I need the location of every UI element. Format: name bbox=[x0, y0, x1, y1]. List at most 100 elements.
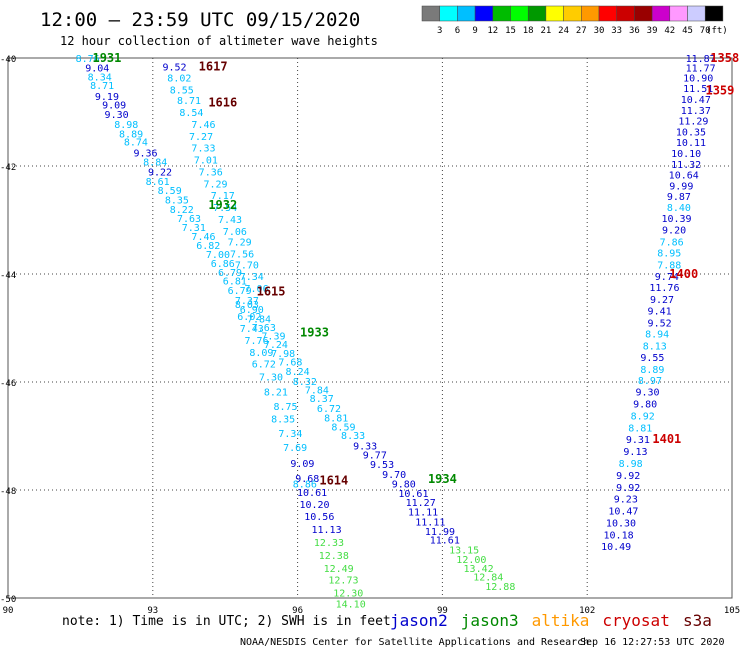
legend-jason2: jason2 bbox=[390, 611, 448, 630]
swh-value: 8.22 bbox=[170, 205, 194, 216]
swh-value: 8.98 bbox=[619, 459, 643, 470]
y-tick-label: -44 bbox=[0, 271, 16, 281]
colorbar-swatch bbox=[651, 5, 671, 22]
swh-value: 12.49 bbox=[324, 564, 354, 575]
colorbar-label: 21 bbox=[540, 26, 551, 36]
swh-value: 7.43 bbox=[240, 324, 264, 335]
swh-value: 10.61 bbox=[297, 488, 327, 499]
legend-jason3: jason3 bbox=[461, 611, 519, 630]
colorbar-unit: (ft) bbox=[706, 26, 728, 36]
swh-value: 9.30 bbox=[105, 110, 129, 121]
swh-value: 9.23 bbox=[614, 495, 638, 506]
swh-value: 8.76 bbox=[76, 54, 100, 65]
pass-time-label: 1400 bbox=[669, 267, 698, 281]
swh-value: 7.06 bbox=[245, 284, 269, 295]
swh-value: 8.89 bbox=[640, 365, 664, 376]
colorbar-swatch bbox=[492, 5, 511, 22]
colorbar-label: 27 bbox=[576, 26, 587, 36]
swh-value: 7.17 bbox=[211, 191, 235, 202]
swh-value: 6.81 bbox=[223, 276, 247, 287]
swh-value: 7.37 bbox=[235, 296, 259, 307]
pass-time-label: 1932 bbox=[208, 198, 237, 212]
swh-value: 7.36 bbox=[199, 167, 223, 178]
swh-value: 9.27 bbox=[650, 295, 674, 306]
footer-timestamp: Sep 16 12:27:53 UTC 2020 bbox=[580, 637, 725, 648]
x-tick-label: 105 bbox=[724, 606, 740, 616]
colorbar-swatch bbox=[581, 5, 600, 22]
swh-value: 8.55 bbox=[170, 85, 194, 96]
footer-note: note: 1) Time is in UTC; 2) SWH is in fe… bbox=[62, 614, 391, 629]
colorbar-swatch bbox=[527, 5, 547, 22]
colorbar-swatch bbox=[545, 5, 564, 22]
swh-value: 10.39 bbox=[661, 214, 691, 225]
swh-value: 9.22 bbox=[148, 167, 172, 178]
swh-value: 11.32 bbox=[671, 160, 701, 171]
colorbar-label: 70 bbox=[700, 26, 711, 36]
swh-value: 8.61 bbox=[146, 177, 170, 188]
colorbar-label: 30 bbox=[594, 26, 605, 36]
swh-value: 12.30 bbox=[333, 589, 363, 600]
swh-value: 8.35 bbox=[271, 415, 295, 426]
swh-value: 13.42 bbox=[464, 564, 494, 575]
satellite-legend: jason2 jason3 altika cryosat s3a bbox=[390, 611, 712, 630]
swh-value: 8.81 bbox=[324, 414, 348, 425]
swh-value: 8.34 bbox=[88, 72, 112, 83]
swh-value: 14.10 bbox=[336, 599, 366, 610]
swh-value: 9.04 bbox=[85, 64, 109, 75]
swh-value: 10.18 bbox=[604, 530, 634, 541]
swh-value: 10.56 bbox=[304, 512, 334, 523]
swh-value: 8.03 bbox=[235, 300, 259, 311]
swh-value: 7.01 bbox=[194, 156, 218, 167]
swh-value: 9.92 bbox=[616, 471, 640, 482]
swh-value: 8.40 bbox=[667, 203, 691, 214]
swh-value: 9.52 bbox=[648, 319, 672, 330]
pass-time-label: 1934 bbox=[428, 472, 457, 486]
x-tick-label: 96 bbox=[292, 606, 303, 616]
swh-value: 12.73 bbox=[328, 576, 358, 587]
swh-value: 9.36 bbox=[134, 149, 158, 160]
swh-value: 9.80 bbox=[633, 400, 657, 411]
swh-value: 8.35 bbox=[165, 195, 189, 206]
swh-value: 11.11 bbox=[415, 517, 445, 528]
swh-value: 8.75 bbox=[273, 402, 297, 413]
colorbar-swatch bbox=[421, 5, 440, 22]
swh-value: 8.02 bbox=[167, 73, 191, 84]
colorbar-label: 18 bbox=[523, 26, 534, 36]
swh-value: 8.09 bbox=[249, 348, 273, 359]
swh-value: 10.20 bbox=[299, 500, 329, 511]
swh-value: 8.95 bbox=[657, 248, 681, 259]
swh-value: 11.11 bbox=[408, 508, 438, 519]
swh-value: 8.71 bbox=[90, 81, 114, 92]
swh-value: 8.37 bbox=[310, 394, 334, 405]
swh-value: 7.63 bbox=[252, 323, 276, 334]
pass-time-label: 1616 bbox=[208, 95, 237, 109]
swh-value: 7.84 bbox=[305, 386, 329, 397]
swh-value: 7.98 bbox=[271, 349, 295, 360]
swh-value: 9.31 bbox=[626, 435, 650, 446]
swh-value: 7.70 bbox=[235, 260, 259, 271]
colorbar-swatch bbox=[598, 5, 617, 22]
swh-value: 9.53 bbox=[370, 460, 394, 471]
swh-value: 11.76 bbox=[649, 283, 679, 294]
swh-value: 8.59 bbox=[158, 186, 182, 197]
swh-value: 6.90 bbox=[240, 305, 264, 316]
swh-value: 7.54 bbox=[213, 203, 237, 214]
swh-value: 11.37 bbox=[681, 106, 711, 117]
swh-value: 11.27 bbox=[406, 498, 436, 509]
legend-cryosat: cryosat bbox=[602, 611, 669, 630]
y-tick-label: -40 bbox=[0, 55, 16, 65]
colorbar-swatch bbox=[669, 5, 688, 22]
swh-value: 12.84 bbox=[473, 572, 503, 583]
swh-value: 8.33 bbox=[341, 431, 365, 442]
y-tick-label: -50 bbox=[0, 595, 16, 605]
swh-value: 9.41 bbox=[648, 307, 672, 318]
swh-value: 6.79 bbox=[228, 286, 252, 297]
swh-value: 8.32 bbox=[293, 377, 317, 388]
swh-value: 11.13 bbox=[312, 525, 342, 536]
swh-value: 9.19 bbox=[95, 92, 119, 103]
swh-value: 7.29 bbox=[203, 179, 227, 190]
colorbar-label: 42 bbox=[664, 26, 675, 36]
swh-value: 9.92 bbox=[616, 483, 640, 494]
colorbar-swatch bbox=[457, 5, 476, 22]
pass-time-label: 1359 bbox=[705, 83, 734, 97]
